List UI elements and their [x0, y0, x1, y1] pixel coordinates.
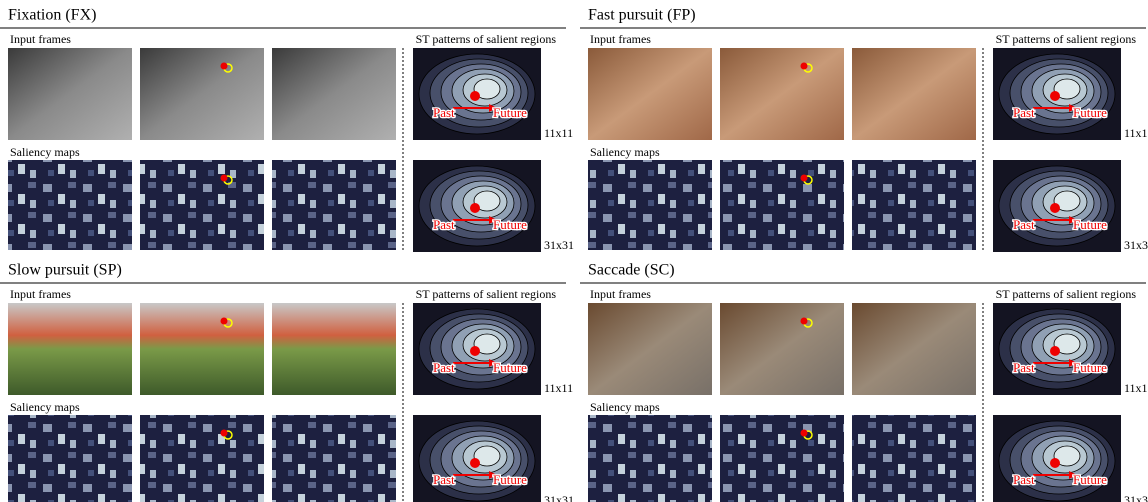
- st-pattern: Past Future: [413, 415, 541, 502]
- input-label: Input frames: [590, 287, 651, 301]
- saliency-map: [8, 160, 132, 250]
- input-frame: [588, 303, 712, 395]
- st-label: ST patterns of salient regions: [996, 287, 1137, 301]
- saliency-label: Saliency maps: [590, 400, 660, 414]
- input-frame: [8, 48, 132, 140]
- future-label: Future: [1073, 360, 1107, 375]
- saliency-map: [140, 415, 264, 502]
- gaze-point: [221, 63, 228, 70]
- saliency-map: [272, 415, 396, 502]
- center-dot: [470, 91, 480, 101]
- input-label: Input frames: [590, 32, 651, 46]
- st-label: ST patterns of salient regions: [416, 32, 557, 46]
- future-label: Future: [493, 360, 527, 375]
- size-label: 11x11: [1124, 381, 1148, 395]
- input-label: Input frames: [10, 32, 71, 46]
- input-frame: [720, 303, 844, 395]
- past-label: Past: [1013, 472, 1035, 487]
- center-dot: [1050, 203, 1060, 213]
- gaze-point: [801, 175, 808, 182]
- panel-title: Saccade (SC): [588, 262, 675, 279]
- gaze-point: [221, 175, 228, 182]
- st-label: ST patterns of salient regions: [416, 287, 557, 301]
- saliency-map: [140, 160, 264, 250]
- st-pattern: Past Future: [413, 48, 541, 140]
- saliency-map: [852, 160, 976, 250]
- size-label: 31x31: [1124, 238, 1148, 252]
- size-label: 31x31: [1124, 493, 1148, 502]
- size-label: 11x11: [544, 126, 573, 140]
- past-label: Past: [433, 472, 455, 487]
- past-label: Past: [433, 360, 455, 375]
- past-label: Past: [433, 217, 455, 232]
- panel-title: Fast pursuit (FP): [588, 7, 696, 24]
- saliency-map: [720, 415, 844, 502]
- size-label: 11x11: [544, 381, 573, 395]
- figure: Fixation (FX) Input frames ST patterns of …: [0, 0, 1148, 502]
- future-label: Future: [1073, 217, 1107, 232]
- past-label: Past: [1013, 217, 1035, 232]
- input-frame: [272, 48, 396, 140]
- size-label: 31x31: [544, 493, 574, 502]
- saliency-label: Saliency maps: [590, 145, 660, 159]
- gaze-point: [221, 318, 228, 325]
- input-frame: [272, 303, 396, 395]
- panel-title: Fixation (FX): [8, 7, 96, 24]
- saliency-map: [8, 415, 132, 502]
- st-pattern: Past Future: [993, 303, 1121, 395]
- future-label: Future: [1073, 105, 1107, 120]
- panel-title: Slow pursuit (SP): [8, 262, 122, 279]
- future-label: Future: [493, 217, 527, 232]
- input-frame: [140, 303, 264, 395]
- st-pattern: Past Future: [993, 160, 1121, 252]
- saliency-map: [588, 160, 712, 250]
- saliency-map: [272, 160, 396, 250]
- st-pattern: Past Future: [413, 160, 541, 252]
- future-label: Future: [1073, 472, 1107, 487]
- center-dot: [470, 458, 480, 468]
- st-label: ST patterns of salient regions: [996, 32, 1137, 46]
- saliency-map: [588, 415, 712, 502]
- st-pattern: Past Future: [993, 48, 1121, 140]
- saliency-label: Saliency maps: [10, 400, 80, 414]
- past-label: Past: [433, 105, 455, 120]
- center-dot: [1050, 91, 1060, 101]
- input-frame: [8, 303, 132, 395]
- input-frame: [140, 48, 264, 140]
- future-label: Future: [493, 105, 527, 120]
- saliency-map: [852, 415, 976, 502]
- input-frame: [588, 48, 712, 140]
- size-label: 11x11: [1124, 126, 1148, 140]
- input-frame: [720, 48, 844, 140]
- input-label: Input frames: [10, 287, 71, 301]
- gaze-point: [801, 430, 808, 437]
- center-dot: [1050, 346, 1060, 356]
- center-dot: [1050, 458, 1060, 468]
- st-pattern: Past Future: [413, 303, 541, 395]
- size-label: 31x31: [544, 238, 574, 252]
- gaze-point: [221, 430, 228, 437]
- input-frame: [852, 48, 976, 140]
- past-label: Past: [1013, 105, 1035, 120]
- saliency-map: [720, 160, 844, 250]
- saliency-label: Saliency maps: [10, 145, 80, 159]
- input-frame: [852, 303, 976, 395]
- future-label: Future: [493, 472, 527, 487]
- center-dot: [470, 203, 480, 213]
- st-pattern: Past Future: [993, 415, 1121, 502]
- gaze-point: [801, 318, 808, 325]
- past-label: Past: [1013, 360, 1035, 375]
- gaze-point: [801, 63, 808, 70]
- center-dot: [470, 346, 480, 356]
